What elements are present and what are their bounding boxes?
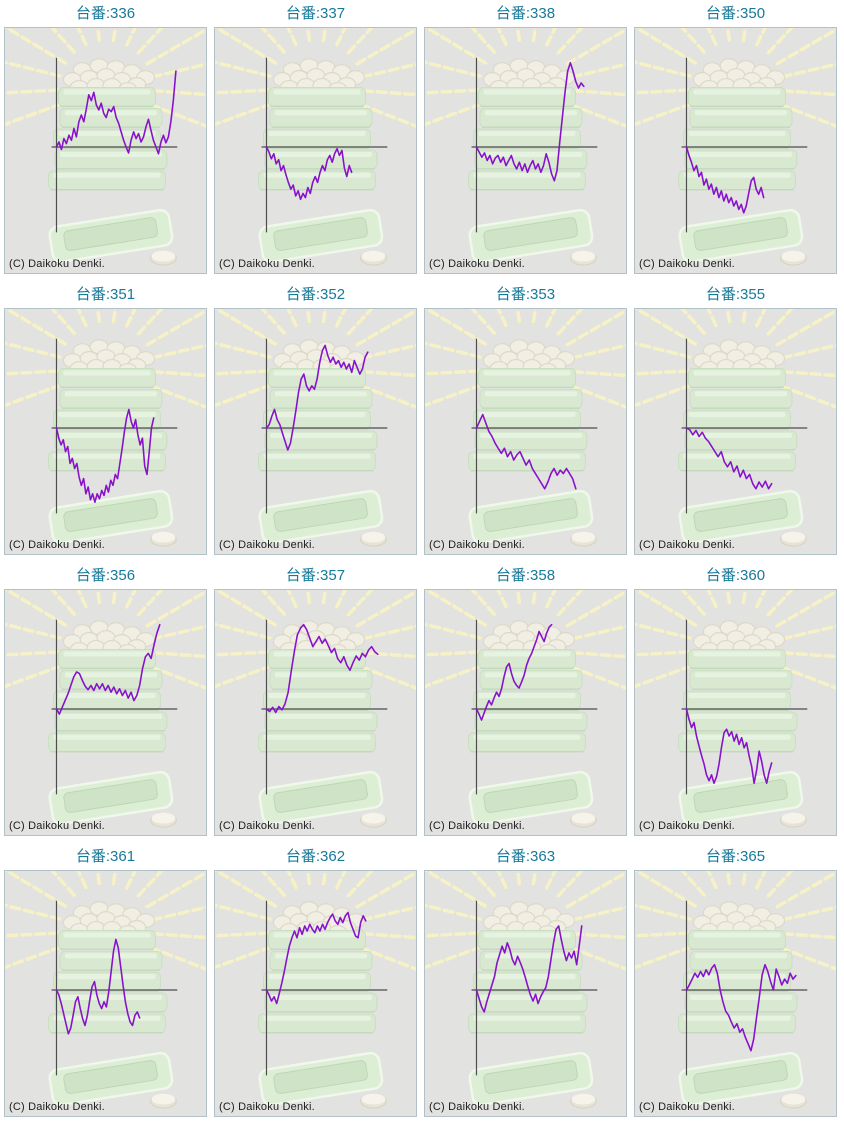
slump-graph: [635, 871, 836, 1110]
slump-line: [55, 938, 141, 1035]
slump-line: [475, 413, 577, 490]
slump-graph: [635, 590, 836, 829]
chart-cell: 台番:350 (C) Daikoku Denki.: [634, 2, 837, 274]
slump-graph: [215, 28, 416, 267]
machine-number-link[interactable]: 台番:360: [705, 567, 766, 584]
slump-line: [475, 925, 583, 1013]
copyright-label: (C) Daikoku Denki.: [219, 539, 315, 551]
slump-graph: [215, 871, 416, 1110]
slump-line: [685, 146, 765, 214]
slump-line: [475, 61, 585, 182]
copyright-label: (C) Daikoku Denki.: [429, 258, 525, 270]
slump-graph: [425, 871, 626, 1110]
slump-graph-panel: (C) Daikoku Denki.: [424, 589, 627, 836]
slump-graph-panel: (C) Daikoku Denki.: [214, 870, 417, 1117]
copyright-label: (C) Daikoku Denki.: [9, 539, 105, 551]
chart-cell: 台番:362 (C) Daikoku Denki.: [214, 845, 417, 1117]
slump-line: [55, 623, 161, 715]
slump-graph-panel: (C) Daikoku Denki.: [4, 308, 207, 555]
slump-graph-panel: (C) Daikoku Denki.: [424, 308, 627, 555]
slump-line: [265, 623, 379, 714]
slump-graph-panel: (C) Daikoku Denki.: [634, 589, 837, 836]
machine-number-link[interactable]: 台番:350: [705, 5, 766, 22]
copyright-label: (C) Daikoku Denki.: [429, 820, 525, 832]
chart-cell: 台番:360 (C) Daikoku Denki.: [634, 564, 837, 836]
chart-cell: 台番:338 (C) Daikoku Denki.: [424, 2, 627, 274]
slump-graph: [5, 590, 206, 829]
machine-number-link[interactable]: 台番:361: [75, 848, 136, 865]
slump-line: [685, 427, 773, 490]
chart-cell: 台番:356 (C) Daikoku Denki.: [4, 564, 207, 836]
copyright-label: (C) Daikoku Denki.: [9, 1101, 105, 1113]
machine-number-link[interactable]: 台番:357: [285, 567, 346, 584]
slump-line: [685, 708, 773, 785]
chart-cell: 台番:352 (C) Daikoku Denki.: [214, 283, 417, 555]
slump-line: [475, 623, 553, 721]
copyright-label: (C) Daikoku Denki.: [429, 1101, 525, 1113]
chart-cell: 台番:365 (C) Daikoku Denki.: [634, 845, 837, 1117]
slump-graph-panel: (C) Daikoku Denki.: [424, 27, 627, 274]
slump-graph: [425, 590, 626, 829]
chart-cell: 台番:336 (C) Daikoku Denki.: [4, 2, 207, 274]
chart-cell: 台番:351 (C) Daikoku Denki.: [4, 283, 207, 555]
copyright-label: (C) Daikoku Denki.: [429, 539, 525, 551]
machine-number-link[interactable]: 台番:337: [285, 5, 346, 22]
slump-graph: [425, 28, 626, 267]
slump-graph-panel: (C) Daikoku Denki.: [634, 27, 837, 274]
slump-graph: [5, 28, 206, 267]
slump-line: [55, 70, 177, 155]
machine-number-link[interactable]: 台番:358: [495, 567, 556, 584]
slump-line: [265, 344, 369, 451]
copyright-label: (C) Daikoku Denki.: [219, 1101, 315, 1113]
copyright-label: (C) Daikoku Denki.: [9, 820, 105, 832]
copyright-label: (C) Daikoku Denki.: [639, 820, 735, 832]
slump-graph-panel: (C) Daikoku Denki.: [4, 27, 207, 274]
machine-number-link[interactable]: 台番:338: [495, 5, 556, 22]
slump-graph-panel: (C) Daikoku Denki.: [634, 308, 837, 555]
copyright-label: (C) Daikoku Denki.: [219, 258, 315, 270]
chart-cell: 台番:358 (C) Daikoku Denki.: [424, 564, 627, 836]
copyright-label: (C) Daikoku Denki.: [639, 1101, 735, 1113]
machine-number-link[interactable]: 台番:353: [495, 286, 556, 303]
slump-line: [55, 408, 155, 504]
slump-graph: [5, 309, 206, 548]
chart-cell: 台番:337 (C) Daikoku Denki.: [214, 2, 417, 274]
machine-number-link[interactable]: 台番:365: [705, 848, 766, 865]
slump-graph: [215, 309, 416, 548]
copyright-label: (C) Daikoku Denki.: [9, 258, 105, 270]
slump-graph: [425, 309, 626, 548]
slump-line: [265, 146, 353, 201]
copyright-label: (C) Daikoku Denki.: [219, 820, 315, 832]
chart-cell: 台番:357 (C) Daikoku Denki.: [214, 564, 417, 836]
slump-graph-panel: (C) Daikoku Denki.: [214, 308, 417, 555]
slump-graph-panel: (C) Daikoku Denki.: [4, 870, 207, 1117]
slump-graph-panel: (C) Daikoku Denki.: [4, 589, 207, 836]
slump-graph: [215, 590, 416, 829]
machine-number-link[interactable]: 台番:355: [705, 286, 766, 303]
chart-cell: 台番:363 (C) Daikoku Denki.: [424, 845, 627, 1117]
slump-graph: [635, 28, 836, 267]
machine-number-link[interactable]: 台番:336: [75, 5, 136, 22]
chart-cell: 台番:353 (C) Daikoku Denki.: [424, 283, 627, 555]
chart-cell: 台番:355 (C) Daikoku Denki.: [634, 283, 837, 555]
slump-graph-panel: (C) Daikoku Denki.: [214, 589, 417, 836]
slump-line: [685, 963, 797, 1052]
machine-number-link[interactable]: 台番:356: [75, 567, 136, 584]
copyright-label: (C) Daikoku Denki.: [639, 258, 735, 270]
slump-line: [265, 911, 367, 1005]
slump-graph-panel: (C) Daikoku Denki.: [424, 870, 627, 1117]
machine-number-link[interactable]: 台番:362: [285, 848, 346, 865]
slump-graph-panel: (C) Daikoku Denki.: [634, 870, 837, 1117]
slump-graph: [5, 871, 206, 1110]
slump-graph: [635, 309, 836, 548]
slump-graph-panel: (C) Daikoku Denki.: [214, 27, 417, 274]
copyright-label: (C) Daikoku Denki.: [639, 539, 735, 551]
chart-cell: 台番:361 (C) Daikoku Denki.: [4, 845, 207, 1117]
machine-number-link[interactable]: 台番:352: [285, 286, 346, 303]
machine-number-link[interactable]: 台番:363: [495, 848, 556, 865]
machine-number-link[interactable]: 台番:351: [75, 286, 136, 303]
